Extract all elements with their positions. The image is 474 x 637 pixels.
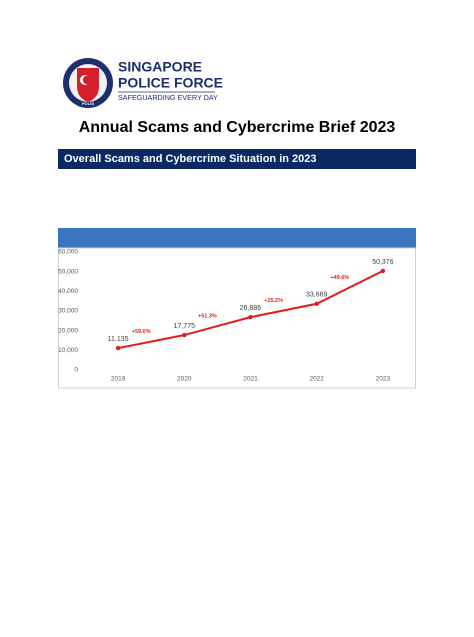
x-tick-label: 2021 — [243, 376, 258, 383]
data-label: 11,135 — [108, 336, 129, 343]
section-heading: Overall Scams and Cybercrime Situation i… — [64, 153, 317, 165]
growth-annotation: +51.3% — [198, 314, 217, 320]
x-tick-label: 2019 — [111, 376, 126, 383]
data-label: 26,886 — [240, 305, 262, 312]
data-point — [115, 345, 121, 351]
y-tick-label: 30,000 — [58, 308, 78, 315]
y-tick-label: 0 — [74, 367, 78, 374]
x-tick-label: 2022 — [309, 376, 324, 383]
data-label: 33,669 — [306, 292, 328, 299]
chart-frame — [58, 247, 416, 389]
data-point — [314, 301, 319, 306]
x-tick-label: 2020 — [177, 376, 192, 383]
data-label: 50,376 — [372, 259, 394, 266]
badge-moon-cut — [82, 75, 92, 85]
growth-annotation: +59.6% — [132, 329, 151, 335]
badge-text: POLIS — [82, 101, 94, 106]
logo-line2: POLICE FORCE — [118, 75, 223, 91]
y-tick-label: 60,000 — [58, 249, 78, 256]
logo-line1: SINGAPORE — [118, 59, 202, 75]
x-tick-label: 2023 — [376, 376, 391, 383]
growth-annotation: +49.6% — [330, 275, 349, 281]
y-tick-label: 20,000 — [58, 327, 78, 334]
logo-tagline: SAFEGUARDING EVERY DAY — [118, 93, 218, 102]
data-point — [380, 268, 386, 274]
data-point — [182, 332, 187, 338]
y-tick-label: 40,000 — [58, 288, 78, 295]
chart-header — [58, 228, 416, 248]
data-label: 17,775 — [174, 323, 196, 330]
growth-annotation: +25.2% — [264, 298, 283, 304]
logo: POLIS SINGAPORE POLICE FORCE SAFEGUARDIN… — [63, 58, 223, 108]
page-title: Annual Scams and Cybercrime Brief 2023 — [79, 119, 396, 136]
y-tick-label: 10,000 — [58, 347, 78, 354]
data-point — [248, 314, 253, 320]
section-bar — [58, 149, 416, 169]
y-tick-label: 50,000 — [58, 268, 78, 275]
